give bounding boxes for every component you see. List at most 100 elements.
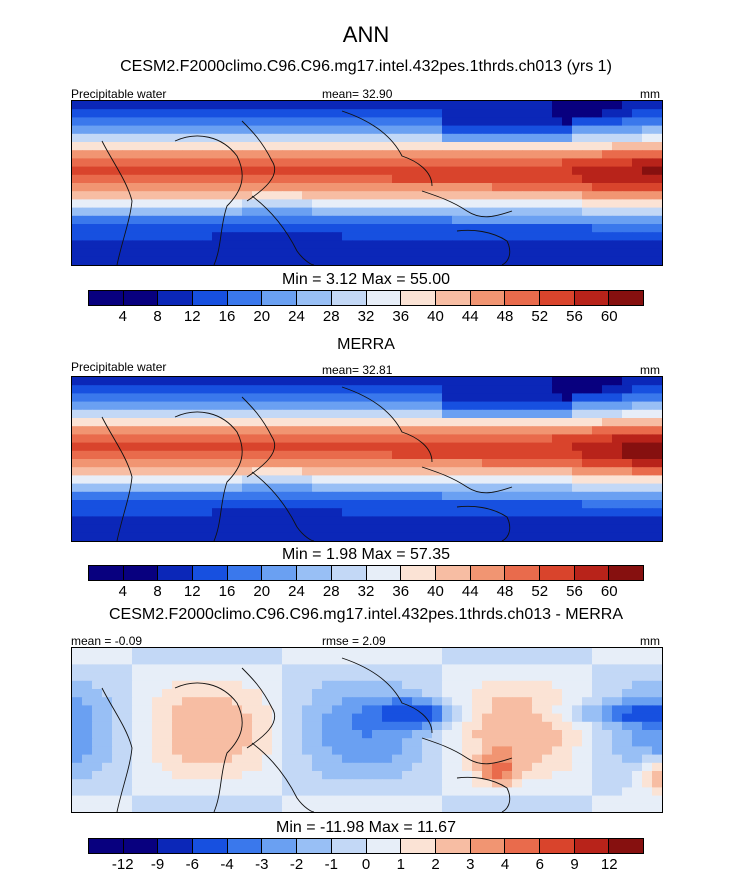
coastline [341, 386, 433, 463]
coastline [251, 195, 315, 265]
colorbar-swatch [262, 291, 298, 305]
colorbar-swatch [609, 291, 643, 305]
colorbar-tick-label: 24 [288, 583, 305, 600]
coastline [456, 229, 511, 265]
colorbar-tick-label: 8 [153, 583, 162, 600]
panel-2-minmax: Min = 1.98 Max = 57.35 [281, 546, 451, 563]
colorbar-swatch [193, 839, 228, 853]
colorbar-swatch [366, 566, 402, 580]
colorbar-swatch [470, 291, 506, 305]
coastlines [101, 657, 513, 812]
colorbar-swatch [574, 839, 610, 853]
colorbar-tick-label: -1 [324, 856, 338, 873]
panel-1-title: CESM2.F2000climo.C96.C96.mg17.intel.432p… [120, 58, 612, 75]
colorbar-swatch [331, 291, 367, 305]
colorbar-swatch [539, 566, 575, 580]
colorbar-tick-label: 60 [600, 583, 618, 600]
colorbar-tick-label: 60 [600, 308, 618, 325]
colorbar-swatch [401, 839, 436, 853]
colorbar-swatch [123, 291, 159, 305]
colorbar-tick-label: 3 [466, 856, 475, 873]
colorbar-tick-label: 20 [253, 583, 271, 600]
colorbar-tick-label: -12 [111, 856, 134, 873]
coastline [241, 396, 275, 478]
coastline [456, 505, 511, 541]
colorbar-tick-label: 9 [570, 856, 579, 873]
map-field [72, 101, 662, 265]
colorbar-tick-label: 16 [218, 583, 236, 600]
colorbar-tick-label: -3 [255, 856, 269, 873]
coastline [421, 190, 513, 218]
colorbar-swatch [609, 839, 643, 853]
colorbar-tick-label: 44 [461, 308, 479, 325]
colorbar-tick-label: 12 [183, 583, 201, 600]
colorbar-swatch [262, 566, 298, 580]
map-field [72, 648, 662, 812]
panel-3-colorbar-ticks: -12 -9 -6 -4 -3 -2 -1 0 1 2 3 4 6 9 12 [88, 856, 644, 874]
colorbar-tick-label: 28 [322, 583, 340, 600]
colorbar-swatch [539, 291, 575, 305]
colorbar-tick-label: 24 [288, 308, 305, 325]
colorbar-swatch [331, 839, 367, 853]
colorbar-swatch [297, 566, 332, 580]
colorbar-tick-label: 4 [118, 583, 127, 600]
coastline [251, 742, 315, 812]
colorbar-swatch [158, 839, 194, 853]
coastline [251, 471, 315, 541]
coastline [456, 776, 511, 812]
colorbar-tick-label: 4 [118, 308, 127, 325]
colorbar-tick-label: -9 [150, 856, 165, 873]
coastline [101, 687, 133, 812]
coastline [101, 140, 133, 265]
colorbar-swatch [331, 566, 367, 580]
colorbar-swatch [574, 291, 610, 305]
map-field [72, 377, 662, 541]
coastline [174, 135, 243, 265]
colorbar-swatch [89, 566, 124, 580]
colorbar-swatch [123, 839, 159, 853]
coastline [241, 120, 275, 202]
coastline [421, 466, 513, 494]
colorbar-tick-label: 36 [392, 308, 410, 325]
colorbar-swatch [262, 839, 298, 853]
panel-1-map [71, 100, 663, 266]
panel-2-title: MERRA [337, 336, 395, 353]
coastline [341, 657, 433, 734]
season-title: ANN [342, 22, 390, 47]
panel-2-left-label: Precipitable water [71, 360, 167, 374]
colorbar-swatch [470, 839, 506, 853]
colorbar-tick-label: 4 [500, 856, 510, 873]
panel-2-map [71, 376, 663, 542]
colorbar-tick-label: -2 [289, 856, 304, 873]
panel-1-colorbar-ticks: 4 8 12 16 20 24 28 32 36 40 44 48 52 56 60 [88, 308, 644, 326]
panel-1-center-label: mean= 32.90 [322, 87, 393, 101]
coastline [174, 682, 243, 812]
colorbar-swatch [366, 839, 402, 853]
colorbar-tick-label: 40 [427, 308, 444, 325]
panel-1-right-label: mm [640, 87, 660, 101]
colorbar-tick-label: 28 [322, 308, 340, 325]
colorbar-tick-label: 48 [496, 308, 514, 325]
colorbar-tick-label: 44 [461, 583, 479, 600]
colorbar-swatch [505, 839, 540, 853]
coastline [174, 411, 243, 541]
colorbar-swatch [227, 839, 263, 853]
colorbar-swatch [227, 566, 263, 580]
coastline [341, 110, 433, 187]
colorbar-tick-label: 40 [427, 583, 444, 600]
colorbar-swatch [297, 291, 332, 305]
colorbar-swatch [89, 839, 124, 853]
colorbar-swatch [193, 291, 228, 305]
panel-3-title: CESM2.F2000climo.C96.C96.mg17.intel.432p… [108, 606, 624, 623]
colorbar-swatch [470, 566, 506, 580]
colorbar-swatch [505, 291, 540, 305]
panel-1-left-label: Precipitable water [71, 87, 167, 101]
colorbar-swatch [158, 291, 194, 305]
panel-3-center-label: rmse = 2.09 [322, 634, 386, 648]
colorbar-tick-label: 52 [531, 583, 549, 600]
colorbar-tick-label: 6 [535, 856, 544, 873]
colorbar-tick-label: -6 [185, 856, 199, 873]
colorbar-swatch [435, 566, 471, 580]
panel-3-minmax: Min = -11.98 Max = 11.67 [276, 819, 456, 836]
colorbar-tick-label: 16 [218, 308, 236, 325]
